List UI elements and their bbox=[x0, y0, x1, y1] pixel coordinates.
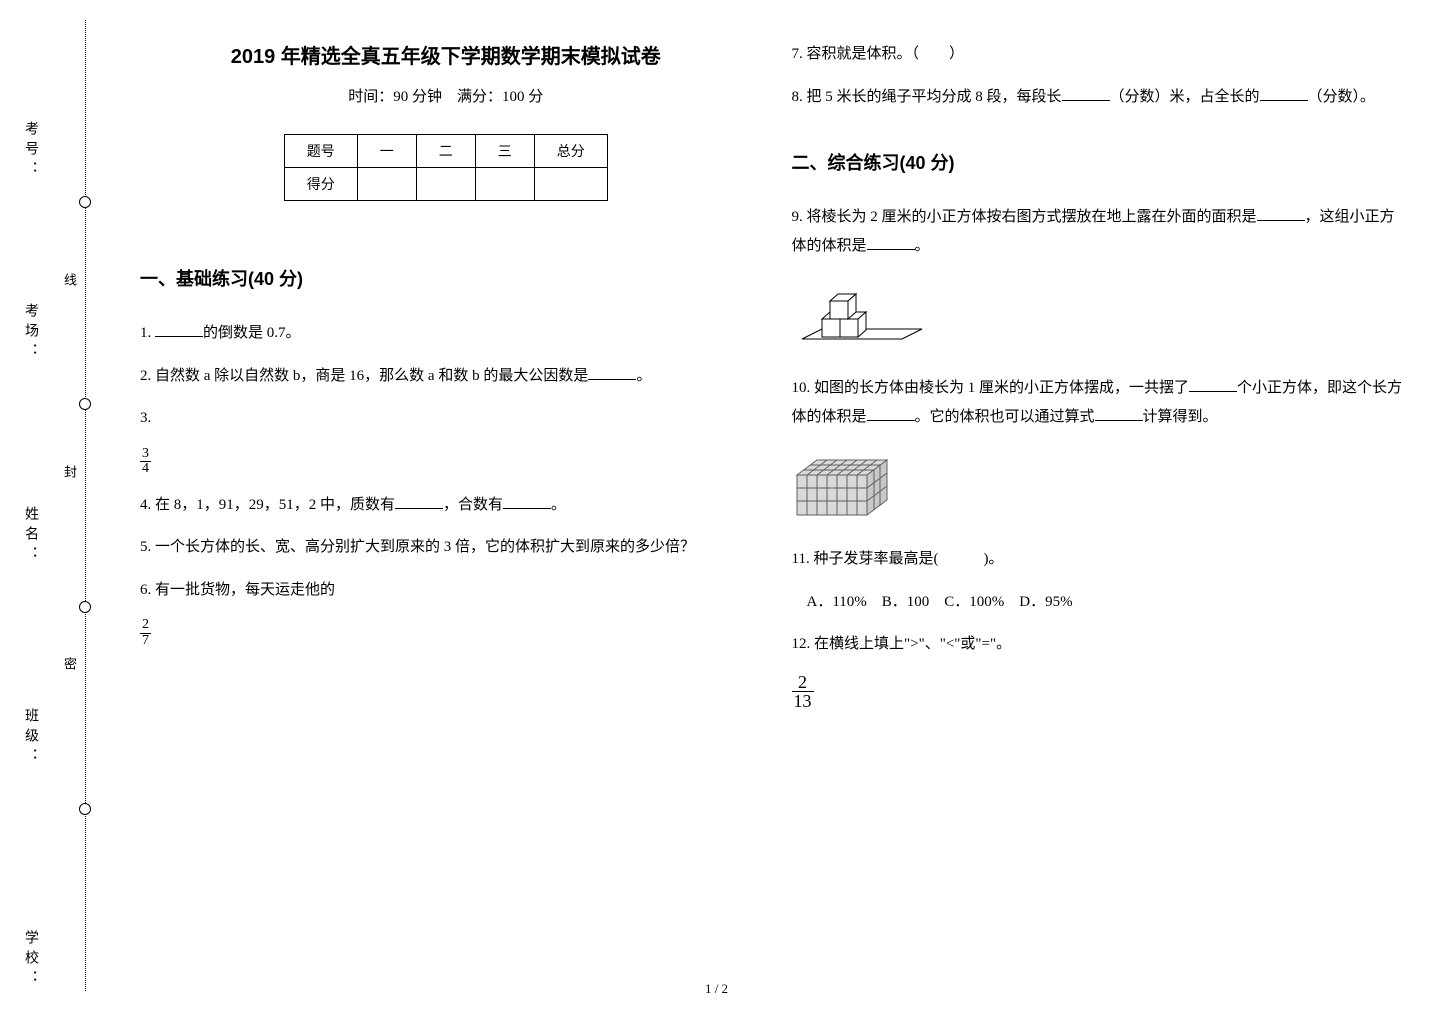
question-12-frac: 2 13 bbox=[792, 673, 1404, 712]
th-col: 一 bbox=[357, 135, 416, 168]
cubes-svg-icon bbox=[792, 284, 932, 354]
exam-title: 2019 年精选全真五年级下学期数学期末模拟试卷 bbox=[140, 40, 752, 69]
fraction-denominator: 7 bbox=[140, 634, 151, 649]
td-blank bbox=[357, 168, 416, 201]
fraction-numerator: 3 bbox=[140, 447, 151, 463]
question-3: 3. bbox=[140, 404, 752, 433]
q9-text-a: 9. 将棱长为 2 厘米的小正方体按右图方式摆放在地上露在外面的面积是 bbox=[792, 209, 1257, 225]
q2-text-a: 2. 自然数 a 除以自然数 b，商是 16，那么数 a 和数 b 的最大公因数… bbox=[140, 368, 588, 384]
td-label: 得分 bbox=[284, 168, 357, 201]
question-3-frac: 3 4 bbox=[140, 447, 752, 477]
q9-text-c: 。 bbox=[915, 238, 930, 254]
page: 学校：班级：姓名：考场：考号： 密封线 2019 年精选全真五年级下学期数学期末… bbox=[0, 0, 1433, 1011]
fraction-numerator: 2 bbox=[792, 673, 814, 693]
fill-blank bbox=[1095, 406, 1143, 421]
q4-text-a: 4. 在 8，1，91，29，51，2 中，质数有 bbox=[140, 497, 395, 513]
q10-text-c: 。它的体积也可以通过算式 bbox=[915, 409, 1095, 425]
q11-text: 11. 种子发芽率最高是( )。 bbox=[792, 551, 1004, 567]
q2-text-b: 。 bbox=[636, 368, 651, 384]
fraction: 3 4 bbox=[140, 447, 151, 477]
section-heading-2: 二、综合练习(40 分) bbox=[792, 149, 1404, 175]
fill-blank bbox=[1062, 86, 1110, 101]
fill-blank bbox=[588, 365, 636, 380]
figure-cubes-on-floor bbox=[792, 284, 1404, 354]
fill-blank bbox=[503, 494, 551, 509]
question-2: 2. 自然数 a 除以自然数 b，商是 16，那么数 a 和数 b 的最大公因数… bbox=[140, 362, 752, 391]
section-heading-1: 一、基础练习(40 分) bbox=[140, 265, 752, 291]
fraction: 2 7 bbox=[140, 618, 151, 648]
binding-field-label: 班级： bbox=[20, 708, 40, 768]
question-1: 1. 的倒数是 0.7。 bbox=[140, 319, 752, 348]
q10-text-a: 10. 如图的长方体由棱长为 1 厘米的小正方体摆成，一共摆了 bbox=[792, 380, 1190, 396]
fill-blank bbox=[1260, 86, 1308, 101]
fill-blank bbox=[867, 406, 915, 421]
question-6-frac: 2 7 bbox=[140, 618, 752, 648]
q5-text: 5. 一个长方体的长、宽、高分别扩大到原来的 3 倍，它的体积扩大到原来的多少倍… bbox=[140, 539, 695, 555]
question-7: 7. 容积就是体积。（ ） bbox=[792, 40, 1404, 69]
binding-seal-label: 封 bbox=[60, 465, 79, 490]
fill-blank bbox=[395, 494, 443, 509]
page-number: 1 / 2 bbox=[0, 981, 1433, 997]
binding-seal-label: 线 bbox=[60, 273, 79, 298]
table-row: 题号 一 二 三 总分 bbox=[284, 135, 607, 168]
question-4: 4. 在 8，1，91，29，51，2 中，质数有 ，合数有 。 bbox=[140, 491, 752, 520]
th-col: 二 bbox=[416, 135, 475, 168]
figure-cuboid bbox=[792, 455, 1404, 525]
fill-blank bbox=[1257, 206, 1305, 221]
fill-blank bbox=[867, 235, 915, 250]
fraction-numerator: 2 bbox=[140, 618, 151, 634]
right-column: 7. 容积就是体积。（ ） 8. 把 5 米长的绳子平均分成 8 段，每段长 （分… bbox=[792, 40, 1404, 1001]
fraction-denominator: 4 bbox=[140, 462, 151, 477]
fill-blank bbox=[155, 322, 203, 337]
q8-text-c: （分数）。 bbox=[1308, 89, 1376, 105]
th-label: 题号 bbox=[284, 135, 357, 168]
binding-column: 学校：班级：姓名：考场：考号： 密封线 bbox=[0, 0, 110, 1011]
td-blank bbox=[416, 168, 475, 201]
q4-text-b: ，合数有 bbox=[443, 497, 503, 513]
question-8: 8. 把 5 米长的绳子平均分成 8 段，每段长 （分数）米，占全长的 （分数）。 bbox=[792, 83, 1404, 112]
content-area: 2019 年精选全真五年级下学期数学期末模拟试卷 时间：90 分钟 满分：100… bbox=[110, 0, 1433, 1011]
td-blank bbox=[475, 168, 534, 201]
q1-text-b: 的倒数是 0.7。 bbox=[203, 325, 301, 341]
binding-circle-icon bbox=[79, 398, 91, 410]
q8-text-b: （分数）米，占全长的 bbox=[1110, 89, 1260, 105]
left-column: 2019 年精选全真五年级下学期数学期末模拟试卷 时间：90 分钟 满分：100… bbox=[140, 40, 752, 1001]
binding-circle-icon bbox=[79, 601, 91, 613]
q3-text: 3. bbox=[140, 410, 151, 426]
cuboid-svg-icon bbox=[792, 455, 902, 525]
question-11-options: A．110% B．100 C．100% D．95% bbox=[792, 588, 1404, 617]
q11-opts: A．110% B．100 C．100% D．95% bbox=[792, 594, 1073, 610]
td-blank bbox=[534, 168, 607, 201]
question-11: 11. 种子发芽率最高是( )。 bbox=[792, 545, 1404, 574]
q1-text-a: 1. bbox=[140, 325, 155, 341]
th-col: 三 bbox=[475, 135, 534, 168]
q6-text: 6. 有一批货物，每天运走他的 bbox=[140, 582, 335, 598]
q10-text-d: 计算得到。 bbox=[1143, 409, 1218, 425]
binding-circle-icon bbox=[79, 803, 91, 815]
question-10: 10. 如图的长方体由棱长为 1 厘米的小正方体摆成，一共摆了个小正方体，即这个… bbox=[792, 374, 1404, 431]
binding-seal-label: 密 bbox=[60, 657, 79, 682]
exam-subtitle: 时间：90 分钟 满分：100 分 bbox=[140, 85, 752, 106]
question-6: 6. 有一批货物，每天运走他的 bbox=[140, 576, 752, 605]
question-9: 9. 将棱长为 2 厘米的小正方体按右图方式摆放在地上露在外面的面积是，这组小正… bbox=[792, 203, 1404, 260]
binding-circle-icon bbox=[79, 196, 91, 208]
fraction: 2 13 bbox=[792, 673, 814, 712]
fill-blank bbox=[1189, 377, 1237, 392]
binding-dotted-line bbox=[85, 20, 86, 991]
binding-field-label: 考号： bbox=[20, 121, 40, 181]
question-5: 5. 一个长方体的长、宽、高分别扩大到原来的 3 倍，它的体积扩大到原来的多少倍… bbox=[140, 533, 752, 562]
table-row: 得分 bbox=[284, 168, 607, 201]
q8-text-a: 8. 把 5 米长的绳子平均分成 8 段，每段长 bbox=[792, 89, 1062, 105]
fraction-denominator: 13 bbox=[792, 692, 814, 711]
q7-text: 7. 容积就是体积。（ ） bbox=[792, 46, 965, 62]
binding-field-label: 姓名： bbox=[20, 506, 40, 566]
q4-text-c: 。 bbox=[551, 497, 566, 513]
q12-text: 12. 在横线上填上">"、"<"或"="。 bbox=[792, 636, 1012, 652]
score-table: 题号 一 二 三 总分 得分 bbox=[284, 134, 608, 201]
th-col: 总分 bbox=[534, 135, 607, 168]
question-12: 12. 在横线上填上">"、"<"或"="。 bbox=[792, 630, 1404, 659]
binding-field-label: 考场： bbox=[20, 303, 40, 363]
